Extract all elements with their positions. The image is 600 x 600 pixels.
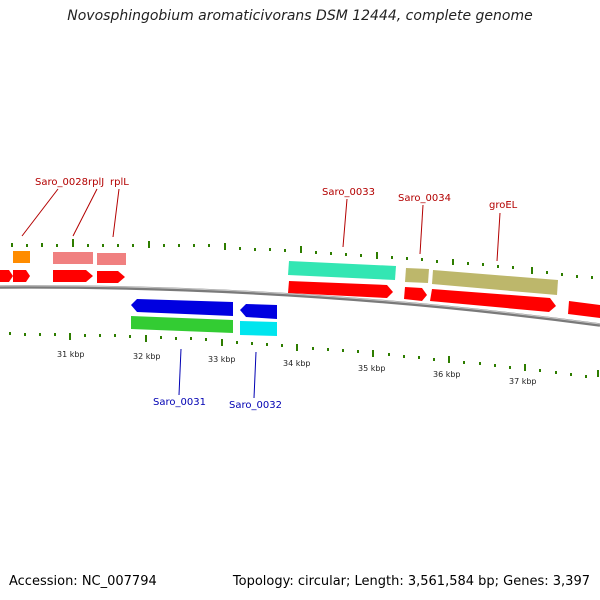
cds-feature[interactable]: [97, 271, 125, 283]
gene-feature-saro-0034[interactable]: [405, 268, 429, 283]
forward-gene-row: [13, 251, 558, 295]
cds-feature[interactable]: [13, 270, 30, 282]
genome-title: Novosphingobium aromaticivorans DSM 1244…: [67, 8, 533, 24]
scale-label: 32 kbp: [133, 352, 161, 361]
forward-label-lines: [21, 188, 501, 262]
gene-feature-saro-0031[interactable]: [131, 316, 233, 333]
scale-label: 31 kbp: [57, 350, 85, 359]
cds-feature[interactable]: [568, 301, 600, 318]
forward-tick-row: [11, 239, 593, 279]
reverse-tick-row: [9, 332, 599, 378]
gene-feature-saro-0028[interactable]: [13, 251, 30, 263]
cds-feature[interactable]: [288, 281, 393, 298]
reverse-label-lines: [178, 348, 257, 399]
gene-feature-saro-0033[interactable]: [288, 261, 396, 280]
gene-label-saro-0028[interactable]: Saro_0028: [35, 177, 88, 188]
cds-feature[interactable]: [0, 270, 13, 282]
gene-label-rplj[interactable]: rplJ: [88, 177, 104, 188]
cds-feature[interactable]: [240, 304, 277, 319]
scale-label: 34 kbp: [283, 359, 311, 368]
gene-feature-rpll[interactable]: [97, 253, 126, 265]
cds-feature[interactable]: [131, 299, 233, 316]
forward-cds-row: [0, 270, 600, 318]
gene-feature-rplj[interactable]: [53, 252, 93, 264]
reverse-gene-row: [131, 299, 277, 336]
gene-label-saro-0034[interactable]: Saro_0034: [398, 193, 451, 204]
cds-feature[interactable]: [404, 287, 427, 301]
gene-feature-saro-0032[interactable]: [240, 321, 277, 336]
gene-label-groel[interactable]: groEL: [489, 200, 518, 211]
scale-label: 35 kbp: [358, 364, 386, 373]
cds-feature[interactable]: [430, 289, 556, 312]
scale-label: 33 kbp: [208, 355, 236, 364]
gene-label-rpll[interactable]: rplL: [110, 177, 129, 188]
chromosome-backbone: [0, 285, 600, 327]
accession-text: Accession: NC_007794: [9, 574, 157, 589]
scale-label: 36 kbp: [433, 370, 461, 379]
cds-feature[interactable]: [53, 270, 93, 282]
gene-label-saro-0032[interactable]: Saro_0032: [229, 400, 282, 411]
gene-feature-groel[interactable]: [432, 270, 558, 295]
scale-label: 37 kbp: [509, 377, 537, 386]
topology-text: Topology: circular; Length: 3,561,584 bp…: [232, 574, 590, 589]
gene-label-saro-0033[interactable]: Saro_0033: [322, 187, 375, 198]
gene-label-saro-0031[interactable]: Saro_0031: [153, 397, 206, 408]
